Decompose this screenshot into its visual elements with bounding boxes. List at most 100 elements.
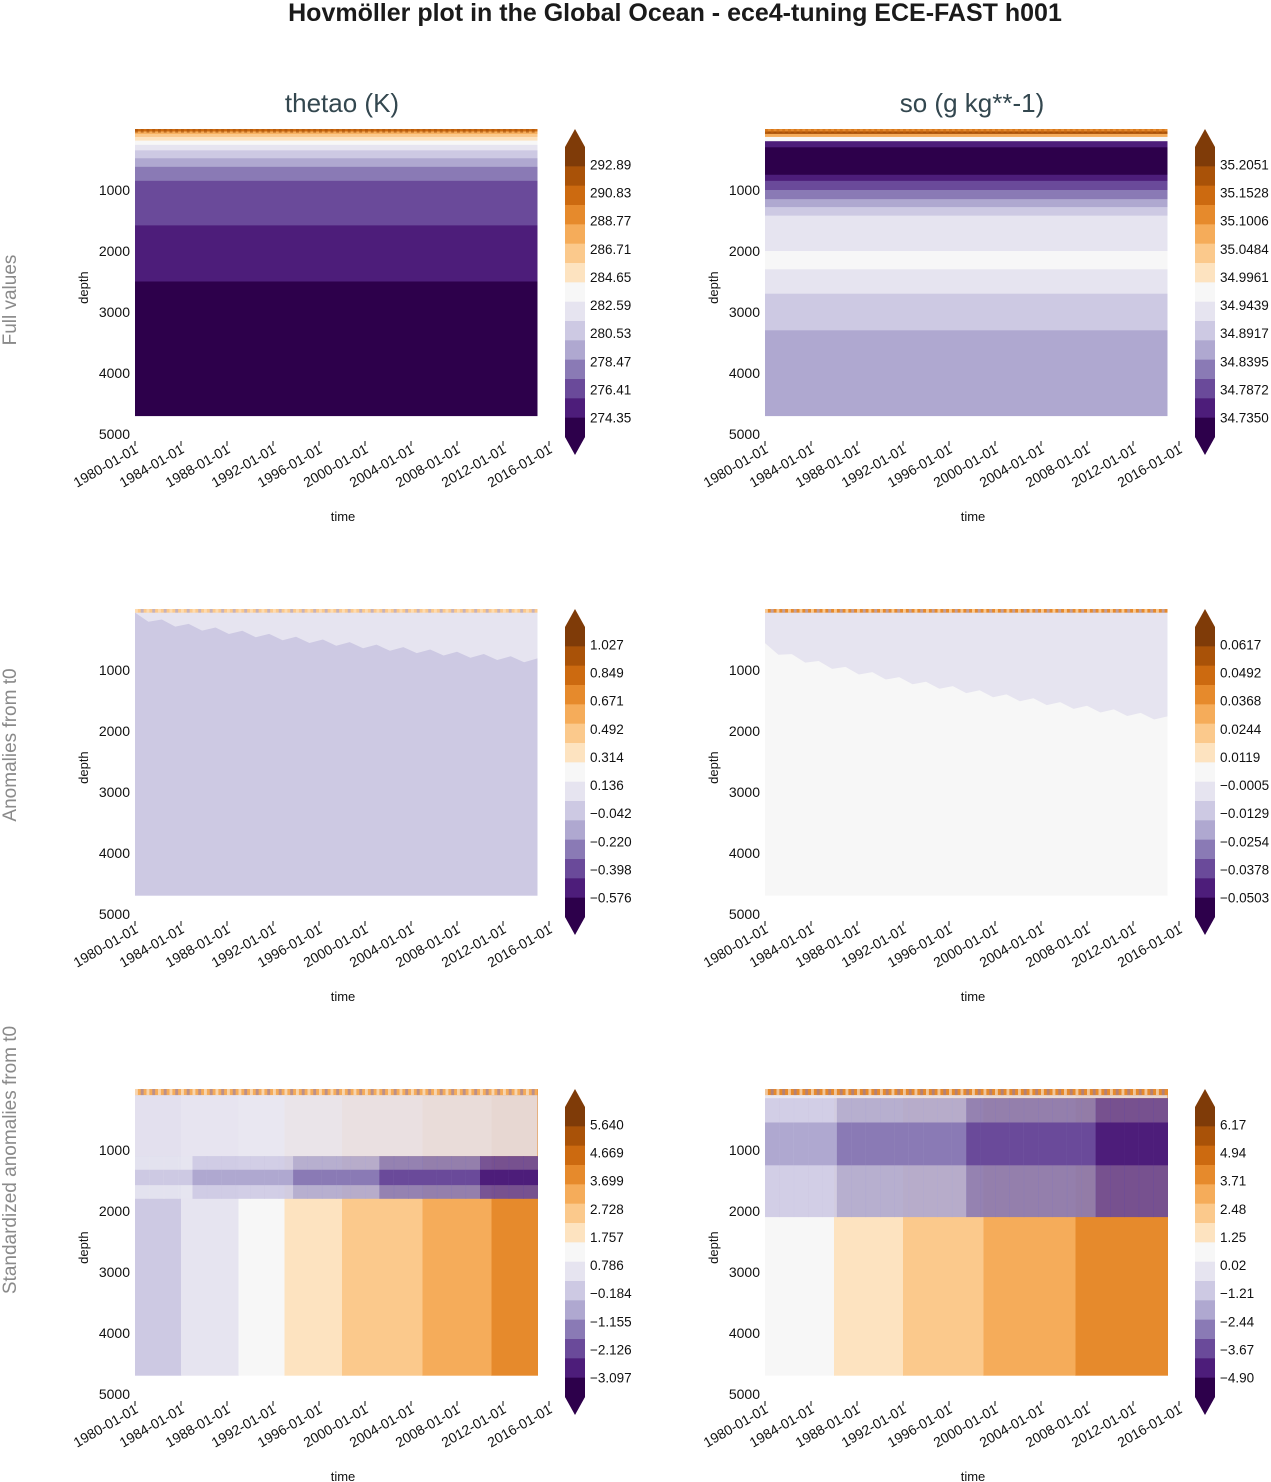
surface-cycle-47 (405, 1089, 409, 1096)
surface-cycle-21 (885, 609, 889, 613)
depth-band-9 (765, 199, 1168, 208)
mid-layer-core-5 (206, 1169, 222, 1186)
surface-cycle-49 (416, 1089, 420, 1096)
colorbar-segment-9 (1195, 321, 1215, 341)
y-tick-label: 3000 (729, 1264, 760, 1280)
surface-cycle-2 (776, 609, 780, 613)
surface-cycle-26 (914, 609, 918, 613)
mid-layer-core-15 (350, 1169, 366, 1186)
mid-layer-core-19 (1038, 1122, 1053, 1166)
surface-cycle-26 (284, 1089, 288, 1096)
mid-layer-core-26 (1138, 1122, 1154, 1166)
surface-cycle-50 (422, 1089, 426, 1096)
colorbar-segment-14 (565, 897, 585, 918)
surface-cycle-41 (370, 1089, 374, 1096)
surface-cycle-46 (1029, 609, 1033, 613)
surface-cycle-48 (1041, 129, 1044, 133)
surface-cycle-40 (995, 129, 998, 133)
surface-cycle-6 (799, 609, 803, 613)
surface-cycle-61 (1115, 1089, 1119, 1096)
surface-cycle-24 (273, 129, 276, 133)
surface-cycle-26 (284, 129, 288, 133)
surface-cycle-4 (788, 609, 791, 613)
surface-cycle-30 (307, 129, 311, 133)
surface-cycle-39 (989, 609, 993, 613)
surface-cycle-0 (765, 609, 768, 613)
mid-layer-core-2 (793, 1122, 809, 1166)
surface-cycle-58 (468, 1089, 472, 1096)
surface-cycle-3 (782, 609, 786, 613)
surface-cycle-30 (937, 609, 941, 613)
y-axis-label: depth (706, 1231, 721, 1264)
surface-cycle-50 (1052, 609, 1056, 613)
surface-cycle-25 (278, 609, 282, 613)
surface-cycle-52 (434, 129, 437, 133)
surface-cycle-55 (451, 129, 455, 133)
surface-cycle-53 (439, 1089, 443, 1096)
y-tick-label: 4000 (729, 845, 760, 861)
colorbar-tick-label: −0.398 (590, 863, 632, 878)
surface-cycle-26 (284, 609, 288, 613)
depth-band-8 (765, 190, 1168, 200)
surface-cycle-38 (353, 609, 357, 613)
heatmap-field (765, 1089, 1168, 1376)
surface-cycle-41 (370, 609, 374, 613)
surface-cycle-33 (324, 129, 328, 133)
mid-layer-core-10 (908, 1122, 924, 1166)
surface-cycle-4 (788, 1089, 791, 1096)
surface-cycle-23 (267, 129, 271, 133)
surface-cycle-39 (359, 1089, 363, 1096)
surface-cycle-69 (1161, 129, 1165, 133)
surface-cycle-35 (336, 1089, 340, 1096)
colorbar-tick-label: 0.0119 (1220, 750, 1260, 765)
surface-cycle-29 (301, 1089, 305, 1096)
surface-cycle-51 (428, 1089, 432, 1096)
surface-cycle-40 (365, 609, 368, 613)
surface-cycle-33 (324, 609, 328, 613)
colorbar-tick-label: 282.59 (590, 298, 631, 313)
colorbar-segment-4 (1195, 1184, 1215, 1205)
surface-cycle-54 (445, 609, 449, 613)
depth-band-10 (135, 199, 538, 226)
surface-cycle-27 (290, 609, 294, 613)
y-tick-label: 4000 (99, 365, 130, 381)
colorbar-tick-label: 0.0368 (1220, 694, 1261, 709)
y-tick-label: 1000 (729, 662, 760, 678)
colorbar-segment-11 (565, 359, 585, 380)
mid-layer-core-21 (436, 1169, 452, 1186)
surface-cycle-60 (1110, 129, 1113, 133)
colorbar-tick-label: −0.0005 (1220, 778, 1269, 793)
colorbar-tick-label: 34.9439 (1220, 298, 1269, 313)
depth-band-13 (765, 251, 1168, 270)
y-axis-label: depth (706, 271, 721, 304)
surface-cycle-48 (411, 129, 414, 133)
surface-cycle-19 (874, 609, 878, 613)
colorbar-segment-2 (565, 185, 585, 206)
surface-cycle-33 (954, 609, 958, 613)
surface-cycle-56 (457, 1089, 460, 1096)
colorbar: 0.0617 0.0492 0.0368 0.0244 0.0119 −0.0005 −0.… (1195, 609, 1270, 935)
surface-cycle-17 (232, 1089, 236, 1096)
y-tick-label: 1000 (729, 1142, 760, 1158)
surface-cycle-42 (376, 1089, 380, 1096)
surface-cycle-15 (851, 129, 855, 133)
surface-cycle-34 (960, 1089, 964, 1096)
surface-cycle-42 (1006, 609, 1010, 613)
mid-layer-core-20 (1052, 1122, 1068, 1166)
colorbar-segment-14 (1195, 1377, 1215, 1398)
colorbar-tick-label: −0.184 (590, 1286, 632, 1301)
surface-cycle-13 (209, 1089, 213, 1096)
surface-cycle-19 (244, 609, 248, 613)
upper-layer (135, 1095, 538, 1157)
surface-cycle-32 (949, 609, 952, 613)
colorbar-tick-label: 0.136 (590, 778, 624, 793)
surface-cycle-45 (1023, 129, 1027, 133)
y-tick-label: 4000 (99, 845, 130, 861)
surface-cycle-54 (1075, 129, 1079, 133)
colorbar-segment-7 (1195, 1242, 1215, 1263)
surface-cycle-13 (839, 609, 843, 613)
surface-cycle-2 (146, 609, 150, 613)
surface-cycle-24 (903, 129, 906, 133)
surface-cycle-56 (457, 129, 460, 133)
mid-layer-core-9 (894, 1122, 910, 1166)
